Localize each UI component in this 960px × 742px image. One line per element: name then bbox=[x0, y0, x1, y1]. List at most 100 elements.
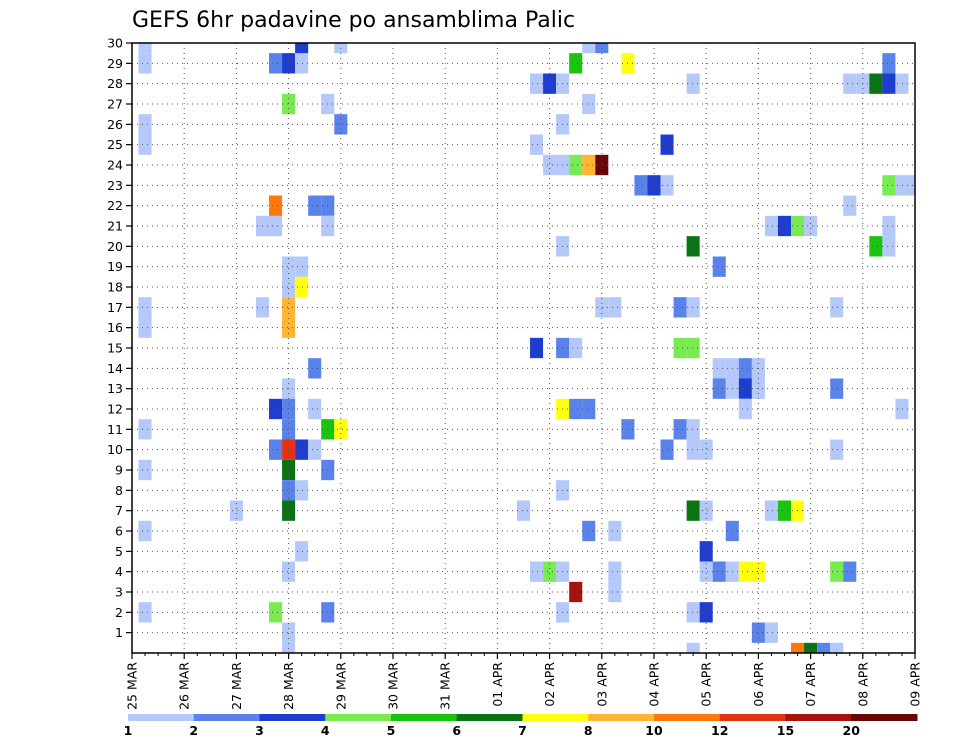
heatmap-cell bbox=[686, 642, 700, 653]
y-tick-label: 3 bbox=[115, 585, 123, 600]
heatmap-cell bbox=[699, 500, 713, 521]
heatmap-cell bbox=[608, 561, 622, 582]
heatmap-cell bbox=[530, 134, 544, 155]
heatmap-cell bbox=[647, 175, 661, 196]
heatmap-cell bbox=[282, 500, 296, 521]
x-tick-label: 01 APR bbox=[490, 662, 505, 707]
x-tick-label: 25 MAR bbox=[125, 662, 140, 710]
heatmap-cell bbox=[138, 459, 152, 481]
heatmap-cell bbox=[138, 43, 152, 54]
heatmap-cell bbox=[712, 358, 726, 379]
colorbar-label: 12 bbox=[711, 723, 728, 738]
heatmap-cell bbox=[569, 581, 583, 603]
grid-lines bbox=[132, 43, 915, 653]
heatmap-cell bbox=[516, 500, 531, 521]
heatmap-cell bbox=[295, 439, 309, 460]
colorbar-segment bbox=[851, 714, 918, 721]
x-tick-label: 30 MAR bbox=[386, 662, 401, 710]
heatmap-cell bbox=[138, 317, 152, 338]
heatmap-cell bbox=[738, 378, 752, 399]
heatmap-cell bbox=[673, 419, 687, 440]
heatmap-cell bbox=[686, 500, 700, 521]
heatmap-cell bbox=[582, 43, 596, 54]
heatmap-cell bbox=[777, 500, 792, 521]
heatmap-cell bbox=[543, 561, 557, 582]
y-tick-label: 21 bbox=[107, 219, 123, 234]
heatmap-cell bbox=[686, 337, 700, 359]
y-tick-label: 24 bbox=[107, 158, 123, 173]
heatmap-cell bbox=[895, 175, 909, 196]
heatmap-cell bbox=[282, 419, 296, 440]
colorbar-segment bbox=[391, 714, 458, 721]
y-tick-label: 7 bbox=[115, 503, 123, 518]
y-tick-label: 9 bbox=[115, 463, 123, 478]
heatmap-cell bbox=[138, 53, 152, 74]
colorbar-label: 15 bbox=[777, 723, 794, 738]
y-tick-label: 30 bbox=[107, 36, 123, 51]
heatmap-cell bbox=[751, 561, 765, 582]
heatmap-cell bbox=[869, 236, 883, 257]
heatmap-cell bbox=[138, 114, 152, 135]
colorbar-label: 6 bbox=[452, 723, 461, 738]
colorbar: 1 2 3 4 5 6 7 8 10 12 15 20 bbox=[124, 714, 918, 738]
heatmap-cell bbox=[686, 439, 700, 460]
heatmap-cell bbox=[334, 419, 348, 440]
heatmap-cell bbox=[764, 622, 778, 643]
heatmap-cells bbox=[138, 43, 915, 653]
y-tick-label: 18 bbox=[107, 280, 123, 295]
heatmap-cell bbox=[582, 520, 596, 542]
y-tick-label: 5 bbox=[115, 544, 123, 559]
heatmap-cell bbox=[908, 175, 915, 196]
heatmap-cell bbox=[282, 642, 296, 653]
heatmap-cell bbox=[830, 378, 844, 399]
colorbar-segment bbox=[785, 714, 852, 721]
heatmap-cell bbox=[295, 276, 309, 298]
heatmap-cell bbox=[738, 358, 752, 379]
heatmap-cell bbox=[295, 256, 309, 277]
y-tick-label: 29 bbox=[107, 56, 123, 71]
heatmap-cell bbox=[229, 500, 243, 521]
heatmap-cell bbox=[138, 602, 152, 623]
heatmap-cell bbox=[569, 337, 583, 359]
heatmap-cell bbox=[530, 561, 544, 582]
y-tick-label: 12 bbox=[107, 402, 123, 417]
heatmap-cell bbox=[295, 53, 309, 74]
y-tick-label: 6 bbox=[115, 524, 123, 539]
heatmap-cell bbox=[699, 439, 713, 460]
y-tick-label: 1 bbox=[115, 625, 123, 640]
heatmap-cell bbox=[882, 73, 896, 94]
y-axis: 1234567891011121314151617181920212223242… bbox=[107, 36, 132, 640]
y-tick-label: 20 bbox=[107, 239, 123, 254]
heatmap-cell bbox=[764, 215, 778, 237]
colorbar-segment bbox=[654, 714, 721, 721]
heatmap-cell bbox=[738, 561, 752, 582]
colorbar-segment bbox=[719, 714, 786, 721]
y-tick-label: 2 bbox=[115, 605, 123, 620]
colorbar-label: 1 bbox=[124, 723, 133, 738]
y-tick-label: 22 bbox=[107, 198, 123, 213]
heatmap-cell bbox=[869, 73, 883, 94]
colorbar-segment bbox=[259, 714, 326, 721]
heatmap-cell bbox=[138, 134, 152, 155]
colorbar-label: 2 bbox=[189, 723, 198, 738]
heatmap-cell bbox=[138, 297, 152, 318]
heatmap-cell bbox=[791, 642, 805, 653]
heatmap-cell bbox=[569, 53, 583, 74]
y-tick-label: 15 bbox=[107, 341, 123, 356]
heatmap-cell bbox=[308, 439, 322, 460]
heatmap-cell bbox=[530, 73, 544, 94]
heatmap-cell bbox=[282, 439, 296, 460]
heatmap-cell bbox=[334, 114, 348, 135]
heatmap-cell bbox=[569, 154, 583, 176]
heatmap-cell bbox=[843, 561, 857, 582]
heatmap-cell bbox=[882, 215, 896, 237]
heatmap-cell bbox=[269, 602, 283, 623]
colorbar-label: 4 bbox=[321, 723, 330, 738]
x-tick-label: 04 APR bbox=[647, 662, 662, 707]
heatmap-cell bbox=[269, 215, 283, 237]
heatmap-cell bbox=[830, 642, 844, 653]
colorbar-segment bbox=[456, 714, 523, 721]
heatmap-cell bbox=[269, 53, 283, 74]
y-tick-label: 14 bbox=[107, 361, 123, 376]
